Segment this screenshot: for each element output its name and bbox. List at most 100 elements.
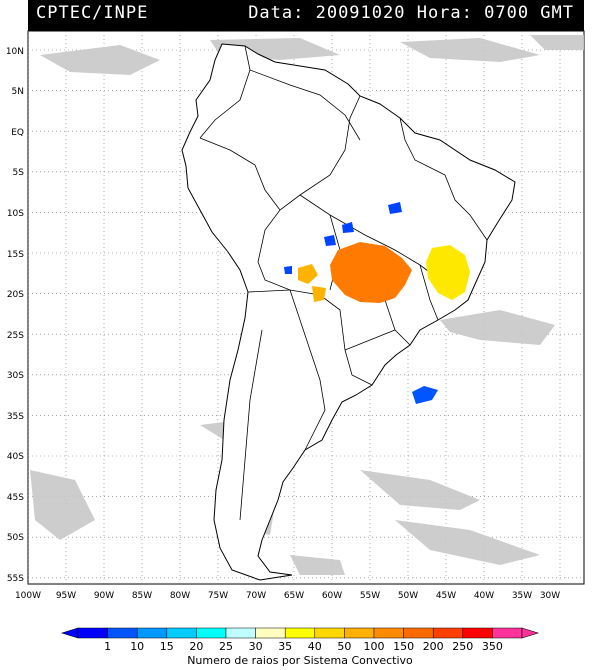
colorbar-swatch xyxy=(373,627,404,639)
storm-cell-blue xyxy=(412,386,438,404)
colorbar-swatch xyxy=(166,627,197,639)
lon-tick-label: 65W xyxy=(284,591,304,601)
cloud-patch xyxy=(395,520,540,565)
cloud-patch xyxy=(440,310,555,345)
country-borders xyxy=(199,45,488,521)
colorbar xyxy=(60,627,540,639)
colorbar-swatch xyxy=(284,627,316,639)
lon-tick-label: 50W xyxy=(398,591,418,601)
colorbar-tick-label: 350 xyxy=(482,640,503,653)
colorbar-title: Numero de raios por Sistema Convectivo xyxy=(187,654,413,667)
lon-tick-label: 85W xyxy=(132,591,152,601)
lat-tick-label: 25S xyxy=(7,331,24,341)
colorbar-swatch xyxy=(403,627,434,639)
colorbar-left-arrow xyxy=(60,627,79,639)
cloud-patch xyxy=(40,45,160,75)
lightning-storm-cells xyxy=(284,202,470,404)
lat-tick-label: 5S xyxy=(13,168,25,178)
storm-cell-blue xyxy=(342,222,354,233)
border-line xyxy=(249,69,361,141)
colorbar-swatch xyxy=(225,627,256,639)
colorbar-swatch xyxy=(462,627,493,639)
colorbar-tick-label: 10 xyxy=(130,640,144,653)
colorbar-tick-label: 50 xyxy=(337,640,351,653)
border-line xyxy=(199,137,281,211)
colorbar-swatch xyxy=(77,627,108,639)
lat-tick-label: 40S xyxy=(7,452,24,462)
cloud-patch xyxy=(400,38,540,62)
lon-tick-label: 70W xyxy=(246,591,266,601)
lat-tick-label: 20S xyxy=(7,290,24,300)
lat-tick-label: 10S xyxy=(7,209,24,219)
colorbar-tick-label: 30 xyxy=(249,640,263,653)
lon-tick-label: 45W xyxy=(436,591,456,601)
border-line xyxy=(444,174,488,241)
colorbar-labels: 1 10 15 20 25 30 35 40 50 100 150 200 250 350 xyxy=(104,640,503,653)
colorbar-swatch xyxy=(196,627,227,639)
cloud-patch xyxy=(30,470,95,540)
storm-cell-blue xyxy=(284,266,292,274)
colorbar-right-arrow xyxy=(521,627,540,639)
lat-tick-label: 55S xyxy=(7,574,24,584)
colorbar-tick-label: 1 xyxy=(104,640,111,653)
longitude-tick-labels: 100W 95W 90W 85W 80W 75W 70W 65W 60W 55W… xyxy=(15,591,560,601)
date-time-label: Data: 20091020 Hora: 0700 GMT xyxy=(248,3,574,23)
lon-tick-label: 35W xyxy=(512,591,532,601)
colorbar-swatch xyxy=(344,627,375,639)
lon-tick-label: 100W xyxy=(15,591,41,601)
border-line xyxy=(247,289,291,293)
lon-tick-label: 80W xyxy=(170,591,190,601)
storm-cell-orange-small xyxy=(298,264,318,284)
border-line xyxy=(329,214,441,281)
colorbar-swatch xyxy=(314,627,345,639)
lat-tick-label: 30S xyxy=(7,371,24,381)
lat-tick-label: 10N xyxy=(6,47,24,57)
colorbar-tick-label: 150 xyxy=(393,640,414,653)
lon-tick-label: 75W xyxy=(208,591,228,601)
colorbar-swatch xyxy=(107,627,138,639)
colorbar-tick-label: 15 xyxy=(160,640,174,653)
latitude-tick-labels: 10N 5N EQ 5S 10S 15S 20S 25S 30S 35S 40S… xyxy=(6,47,24,584)
colorbar-tick-label: 40 xyxy=(308,640,322,653)
border-line xyxy=(289,289,326,451)
storm-cell-blue xyxy=(324,235,336,246)
lon-tick-label: 95W xyxy=(56,591,76,601)
colorbar-tick-label: 25 xyxy=(219,640,233,653)
cloud-patch xyxy=(360,470,480,510)
border-line xyxy=(419,264,439,321)
colorbar-tick-label: 20 xyxy=(189,640,203,653)
colorbar-swatch xyxy=(432,627,464,639)
cloud-patch xyxy=(530,35,584,50)
colorbar-tick-label: 250 xyxy=(452,640,473,653)
lat-tick-label: 50S xyxy=(7,533,24,543)
lon-tick-label: 55W xyxy=(360,591,380,601)
colorbar-tick-label: 200 xyxy=(423,640,444,653)
lat-tick-label: 5N xyxy=(12,87,24,97)
colorbar-tick-label: 35 xyxy=(278,640,292,653)
colorbar-swatch xyxy=(136,627,168,639)
lat-tick-label: 35S xyxy=(7,412,24,422)
colorbar-swatch xyxy=(492,627,523,639)
lon-tick-label: 90W xyxy=(94,591,114,601)
lat-tick-label: 15S xyxy=(7,250,24,260)
storm-cell-central-brazil xyxy=(330,242,412,303)
lon-tick-label: 60W xyxy=(322,591,342,601)
lon-tick-label: 40W xyxy=(474,591,494,601)
storm-cell-orange-small xyxy=(312,286,326,302)
colorbar-tick-label: 100 xyxy=(364,640,385,653)
storm-cell-minas-gerais xyxy=(426,245,470,300)
border-line xyxy=(239,329,263,521)
border-line xyxy=(344,329,411,351)
lon-tick-label: 30W xyxy=(540,591,560,601)
lat-tick-label: EQ xyxy=(11,128,24,138)
border-line xyxy=(257,261,346,351)
border-line xyxy=(344,349,373,386)
cloud-patch xyxy=(290,555,345,575)
border-line xyxy=(257,95,361,263)
source-label: CPTEC/INPE xyxy=(36,3,149,23)
title-bar: CPTEC/INPE Data: 20091020 Hora: 0700 GMT xyxy=(28,0,584,31)
border-line xyxy=(399,117,446,176)
colorbar-swatch xyxy=(255,627,286,639)
border-line xyxy=(199,45,251,139)
